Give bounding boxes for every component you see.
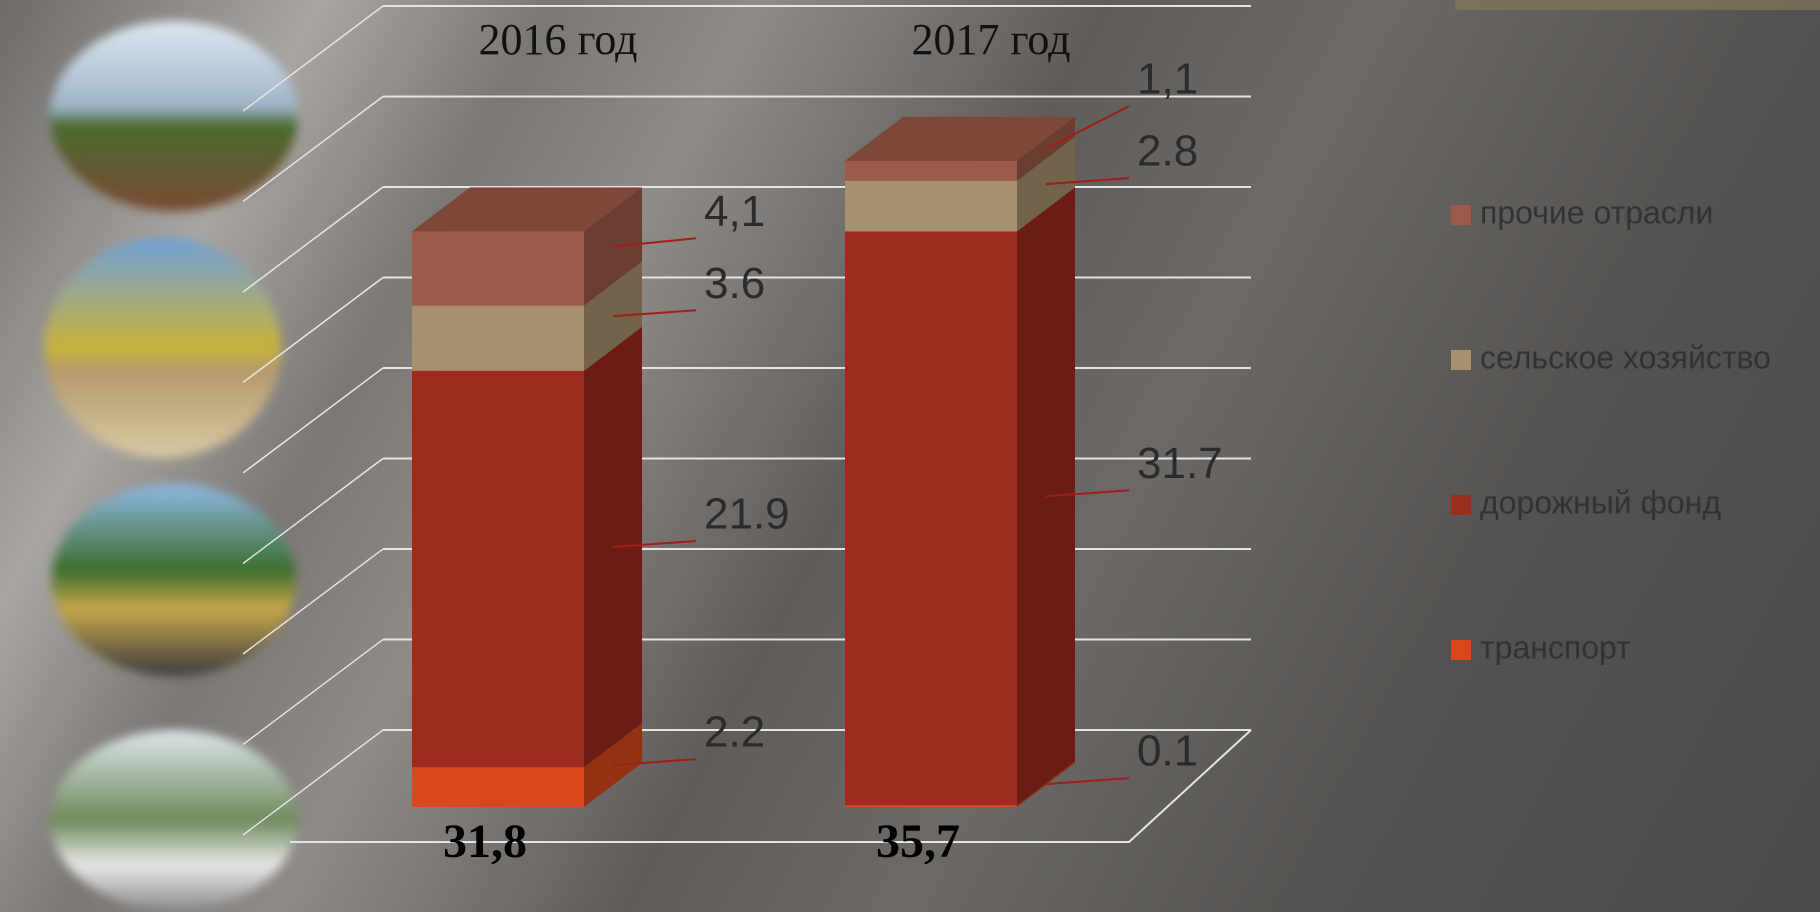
leader-line — [612, 758, 697, 767]
legend-swatch — [1451, 205, 1471, 225]
bar — [412, 231, 584, 306]
photo-harvest — [45, 238, 281, 458]
value-label: 0.1 — [1137, 727, 1198, 776]
value-label: 2.8 — [1137, 127, 1198, 176]
bar — [845, 231, 1017, 806]
bar-top — [845, 116, 1075, 161]
photo-strip — [1455, 0, 1820, 10]
leader-line — [1045, 177, 1130, 186]
value-label: 1,1 — [1137, 55, 1198, 104]
grid-line-side — [242, 95, 384, 203]
category-label: 2017 год — [911, 15, 1070, 64]
bar — [412, 370, 584, 768]
bar — [845, 160, 1017, 181]
grid-line-side — [242, 548, 384, 655]
legend-label: транспорт — [1480, 629, 1631, 665]
total-label: 31,8 — [443, 815, 527, 868]
floor-edge — [290, 729, 1252, 843]
bar-top — [412, 187, 642, 232]
legend-swatch — [1451, 350, 1471, 370]
value-label: 21.9 — [704, 490, 790, 539]
value-label: 3.6 — [704, 259, 765, 308]
grid-line-side — [242, 186, 384, 293]
grid-line-side — [242, 729, 384, 836]
photo-bus — [50, 730, 298, 910]
leader-line — [1045, 105, 1130, 150]
leader-line — [1045, 777, 1130, 786]
legend-swatch — [1451, 495, 1471, 515]
photos — [45, 21, 298, 910]
legend-label: дорожный фонд — [1480, 484, 1721, 520]
value-label: 4,1 — [704, 187, 765, 236]
bar — [845, 180, 1017, 232]
legend-label: прочие отрасли — [1480, 194, 1713, 230]
leader-line — [612, 539, 697, 548]
grid-line-side — [242, 367, 384, 474]
grid-line-side — [242, 457, 384, 565]
photo-road — [52, 484, 296, 676]
leader-line — [612, 237, 697, 248]
labels: 2016 год 2.2 21.9 3.6 4,1 31,8 2017 год 0.1 31.7… — [443, 15, 1223, 868]
grid-line-side — [242, 5, 384, 112]
photo-field — [50, 21, 298, 211]
value-label: 31.7 — [1137, 439, 1223, 488]
category-label: 2016 год — [478, 15, 637, 64]
bar-side — [584, 261, 642, 371]
legend-swatch — [1451, 640, 1471, 660]
value-label: 2.2 — [704, 708, 765, 757]
grid-line-side — [242, 638, 384, 746]
leader-line — [612, 309, 697, 318]
legend-label: сельское хозяйство — [1480, 339, 1771, 375]
leader-line — [1045, 489, 1130, 498]
bar — [412, 767, 584, 807]
legend: транспорт дорожный фонд сельское хозяйство… — [1451, 194, 1771, 665]
grid-line-side — [242, 276, 384, 384]
total-label: 35,7 — [876, 815, 960, 868]
bar — [845, 805, 1017, 807]
bar — [412, 305, 584, 371]
